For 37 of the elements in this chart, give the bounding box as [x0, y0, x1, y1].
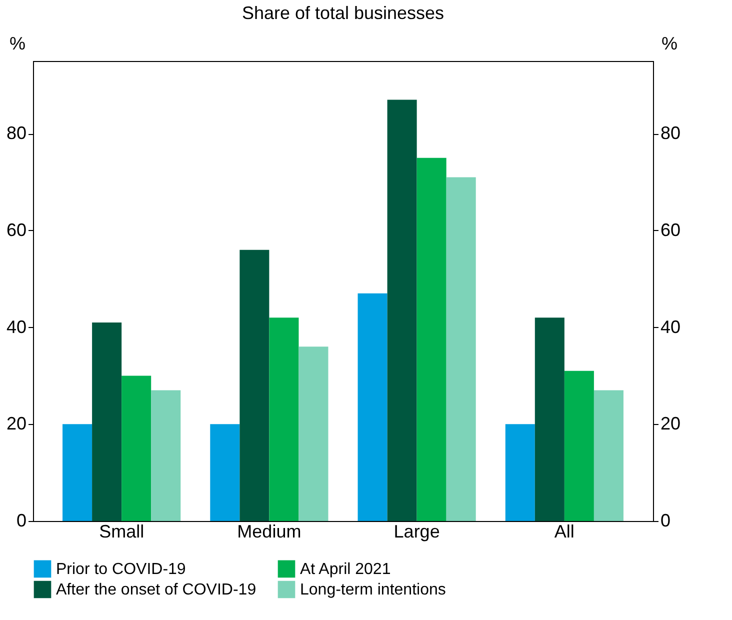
legend-label: Prior to COVID-19 [56, 560, 186, 578]
y2-tick-label: 40 [660, 316, 681, 337]
x-tick-label: Medium [237, 522, 302, 542]
x-tick-label: Small [99, 522, 144, 542]
legend-label: At April 2021 [300, 560, 391, 578]
y2-tick-label: 80 [660, 123, 681, 144]
bar [358, 293, 388, 521]
y2-tick-label: 60 [660, 220, 681, 240]
bar [564, 370, 594, 521]
bar [446, 177, 476, 521]
bar [92, 322, 122, 521]
bar [151, 390, 181, 521]
bar [416, 158, 446, 521]
legend-label: Long-term intentions [300, 582, 446, 598]
bar [505, 424, 535, 521]
x-tick-label: Large [394, 522, 440, 542]
y2-axis-title: % [662, 34, 678, 54]
y-tick-label: 40 [6, 316, 26, 337]
chart-title: Share of total businesses [242, 3, 444, 23]
bar [269, 318, 299, 521]
y-tick-label: 80 [6, 123, 26, 144]
y2-tick-label: 0 [660, 510, 671, 530]
bar [210, 424, 240, 521]
bar [534, 318, 564, 521]
y-axis-title: % [9, 34, 26, 54]
y-tick-label: 0 [16, 510, 26, 530]
x-tick-label: All [554, 522, 574, 542]
bar [594, 390, 624, 521]
y-tick-label: 20 [6, 414, 26, 434]
legend-label: After the onset of COVID-19 [56, 582, 256, 598]
y2-tick-label: 20 [660, 414, 681, 434]
bar [240, 250, 270, 521]
bar [62, 424, 92, 521]
bar [298, 346, 328, 521]
y-tick-label: 60 [6, 220, 26, 240]
bar [387, 100, 417, 521]
bar [122, 376, 152, 521]
